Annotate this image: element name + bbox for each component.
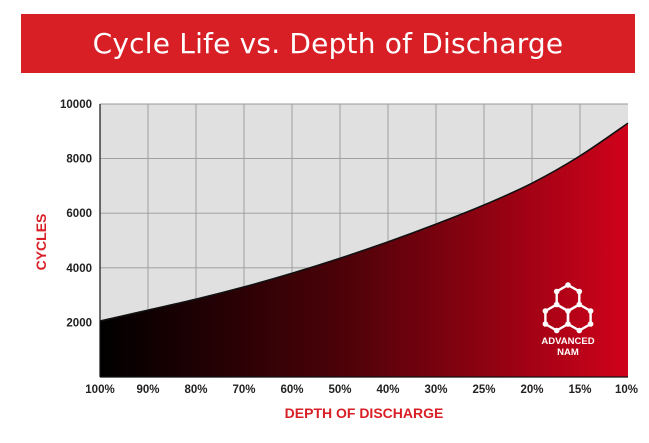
x-axis-title: DEPTH OF DISCHARGE bbox=[285, 405, 444, 421]
x-tick-label: 30% bbox=[424, 384, 447, 396]
x-tick-label: 15% bbox=[568, 384, 591, 396]
logo-line-2: NAM bbox=[557, 347, 579, 358]
x-tick-label: 70% bbox=[232, 384, 255, 396]
cycles-line bbox=[99, 122, 629, 322]
y-tick-label: 6000 bbox=[66, 208, 92, 220]
title-banner: Cycle Life vs. Depth of Discharge bbox=[21, 14, 635, 73]
x-tick-label: 90% bbox=[136, 384, 159, 396]
x-tick-label: 80% bbox=[184, 384, 207, 396]
y-tick-label: 4000 bbox=[66, 263, 92, 275]
x-tick-label: 25% bbox=[472, 384, 495, 396]
cycles-area bbox=[100, 123, 628, 377]
molecule-nodes bbox=[542, 282, 594, 334]
x-tick-label: 40% bbox=[376, 384, 399, 396]
x-tick-label: 50% bbox=[328, 384, 351, 396]
y-tick-label: 2000 bbox=[66, 317, 92, 329]
y-tick-labels: 2000 4000 6000 8000 10000 bbox=[60, 99, 92, 329]
y-axis-title: CYCLES bbox=[33, 214, 49, 271]
x-tick-label: 20% bbox=[520, 384, 543, 396]
x-tick-label: 60% bbox=[280, 384, 303, 396]
y-tick-label: 8000 bbox=[66, 154, 92, 166]
logo-line-1: ADVANCED bbox=[541, 336, 594, 347]
chart-title: Cycle Life vs. Depth of Discharge bbox=[92, 27, 564, 60]
x-tick-label: 10% bbox=[615, 384, 638, 396]
x-tick-label: 100% bbox=[85, 384, 114, 396]
y-tick-label: 10000 bbox=[60, 99, 92, 111]
x-tick-labels: 100% 90% 80% 70% 60% 50% 40% 30% 25% 20% 15% 10% bbox=[85, 384, 638, 396]
